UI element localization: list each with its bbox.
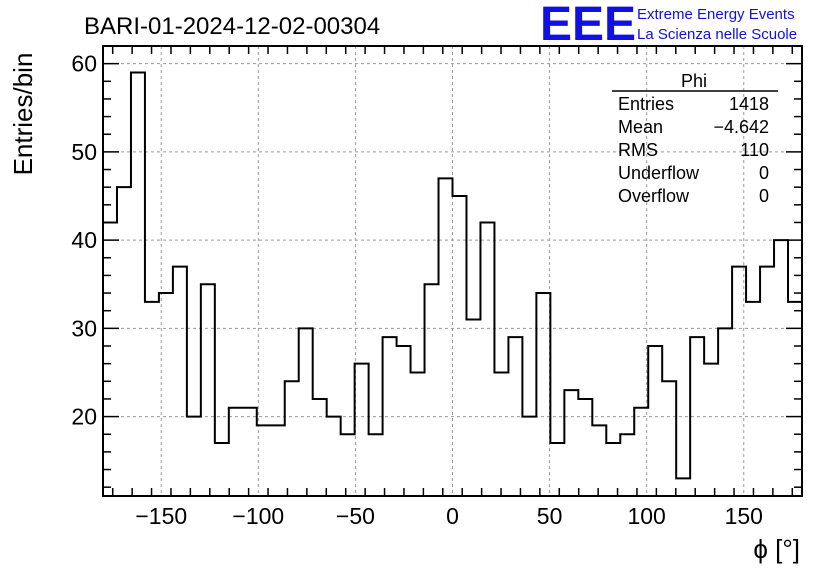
histogram-bin <box>145 302 159 496</box>
stats-value-entries: 1418 <box>729 94 769 114</box>
y-tick-label: 40 <box>71 227 97 253</box>
histogram-bin <box>690 337 704 496</box>
y-tick-label: 30 <box>71 315 97 341</box>
y-tick-label: 50 <box>71 139 97 165</box>
histogram-bin <box>704 364 718 496</box>
x-tick-label: 150 <box>725 503 763 529</box>
stats-value-mean: −4.642 <box>713 117 769 137</box>
stats-label-mean: Mean <box>618 117 663 137</box>
histogram-bin <box>229 408 243 496</box>
histogram-bin <box>592 425 606 496</box>
histogram-bin <box>341 434 355 496</box>
histogram-bin <box>411 372 425 496</box>
histogram-bin <box>774 240 788 496</box>
x-tick-labels: −150 −100 −50 0 50 100 150 <box>135 503 763 529</box>
histogram-bin <box>327 417 341 496</box>
histogram-bin <box>508 337 522 496</box>
histogram-bin <box>285 381 299 496</box>
stats-label-overflow: Overflow <box>618 186 690 206</box>
histogram-bin <box>550 443 564 496</box>
histogram-bin <box>187 417 201 496</box>
histogram-bin <box>480 222 494 496</box>
histogram-bin <box>397 346 411 496</box>
histogram-bin <box>159 293 173 496</box>
histogram-bin <box>215 443 229 496</box>
stats-value-rms: 110 <box>740 140 769 160</box>
histogram-bin <box>299 328 313 496</box>
logo-line-2: La Scienza nelle Scuole <box>637 26 797 43</box>
histogram-bin <box>522 417 536 496</box>
histogram-bin <box>439 178 453 496</box>
stats-value-overflow: 0 <box>759 186 769 206</box>
y-tick-label: 20 <box>71 404 97 430</box>
histogram-bin <box>494 372 508 496</box>
x-tick-label: −150 <box>135 503 187 529</box>
chart-title: BARI-01-2024-12-02-00304 <box>84 13 380 40</box>
x-tick-label: 100 <box>627 503 665 529</box>
logo-mark: EEE <box>540 0 636 51</box>
histogram-bin <box>383 337 397 496</box>
logo-line-1: Extreme Energy Events <box>637 6 795 23</box>
histogram-bin <box>355 364 369 496</box>
histogram-bin <box>369 434 383 496</box>
stats-label-underflow: Underflow <box>618 163 700 183</box>
y-tick-label: 60 <box>71 51 97 77</box>
stats-label-entries: Entries <box>618 94 674 114</box>
plot-frame <box>102 45 803 497</box>
histogram-bin <box>634 408 648 496</box>
histogram-bin <box>453 196 467 496</box>
histogram-bin <box>425 284 439 496</box>
histogram-series <box>103 71 802 480</box>
histogram-bin <box>271 425 285 496</box>
y-axis-label: Entries/bin <box>8 53 38 176</box>
histogram-bin <box>103 222 117 496</box>
histogram-bin <box>676 478 690 496</box>
axis-ticks <box>103 45 802 496</box>
histogram-bin <box>117 187 131 496</box>
stats-label-rms: RMS <box>618 140 658 160</box>
histogram-bin <box>536 293 550 496</box>
histogram-bin <box>662 381 676 496</box>
y-tick-labels: 20 30 40 50 60 <box>71 51 97 430</box>
histogram-bin <box>131 72 145 496</box>
histogram-bin <box>466 320 480 496</box>
histogram-bin <box>746 302 760 496</box>
histogram-bin <box>201 284 215 496</box>
histogram-bin <box>606 443 620 496</box>
x-axis-label: ϕ [°] <box>753 534 800 564</box>
histogram-bin <box>620 434 634 496</box>
x-tick-label: −100 <box>232 503 284 529</box>
x-tick-label: −50 <box>336 503 375 529</box>
histogram-bin <box>788 302 802 496</box>
histogram-bin <box>243 408 257 496</box>
x-tick-label: 0 <box>446 503 459 529</box>
histogram-bin <box>760 267 774 496</box>
histogram-bin <box>718 328 732 496</box>
histogram-bin <box>732 267 746 496</box>
x-tick-label: 50 <box>537 503 563 529</box>
histogram-bin <box>257 425 271 496</box>
stats-name: Phi <box>681 71 707 91</box>
stats-value-underflow: 0 <box>759 163 769 183</box>
histogram-bin <box>313 399 327 496</box>
histogram-bin <box>648 346 662 496</box>
histogram-bin <box>578 399 592 496</box>
stats-box: Phi Entries 1418 Mean −4.642 RMS 110 Und… <box>612 71 778 206</box>
grid-lines <box>103 46 802 496</box>
histogram-bin <box>564 390 578 496</box>
histogram-bin <box>173 267 187 496</box>
logo: EEE Extreme Energy Events La Scienza nel… <box>540 0 797 51</box>
